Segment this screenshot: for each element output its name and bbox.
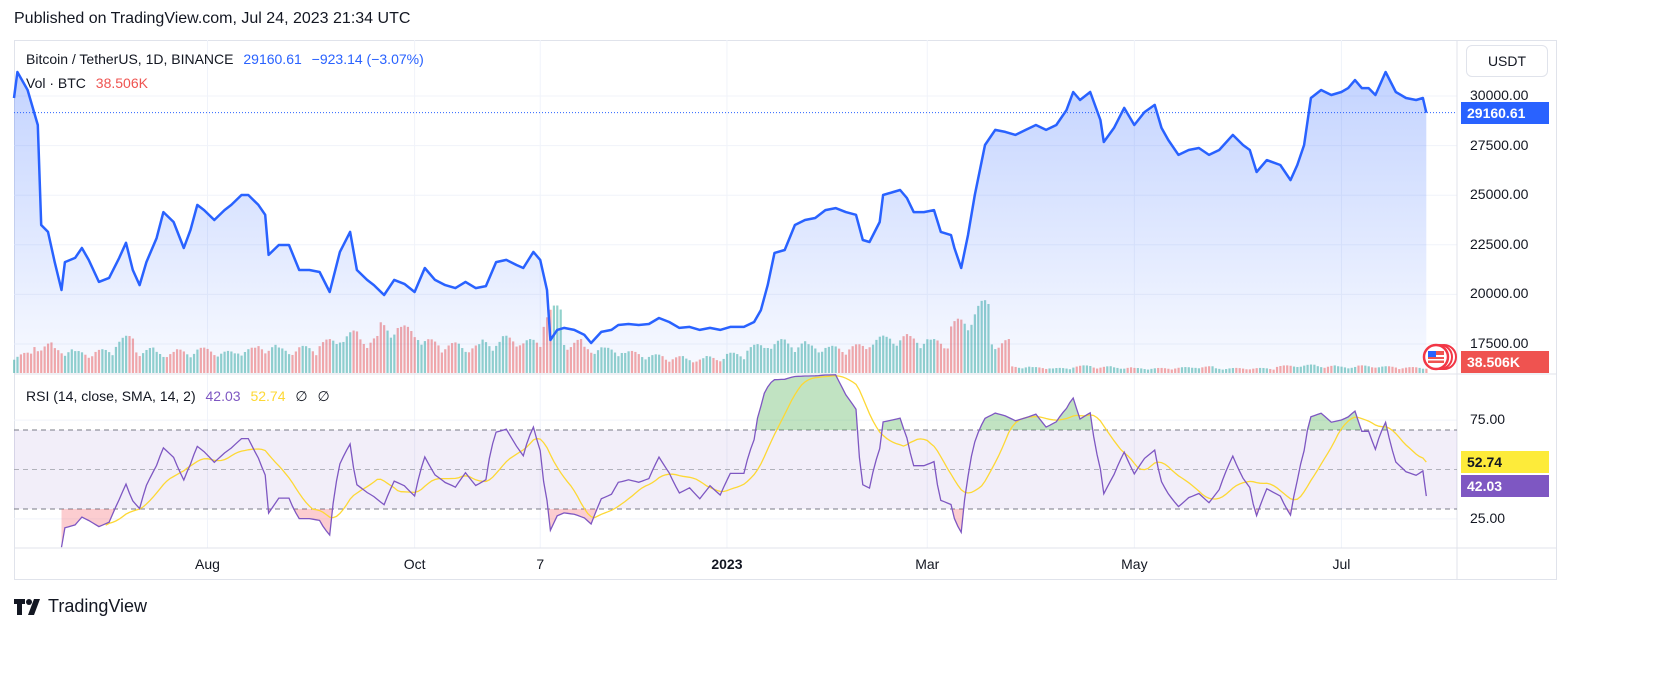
- rsi-sma-value: 52.74: [250, 388, 286, 404]
- volume-bar: [1425, 368, 1428, 373]
- rsi-line: [60, 374, 1427, 548]
- price-axis-label: 25000.00: [1470, 186, 1529, 203]
- volume-tag: 38.506K: [1461, 351, 1549, 373]
- price-axis-label: 20000.00: [1470, 285, 1529, 302]
- volume-legend[interactable]: Vol · BTC 38.506K: [26, 75, 154, 91]
- last-price-value: 29160.61: [243, 51, 302, 67]
- price-axis-label: 27500.00: [1470, 136, 1529, 153]
- rsi-axis-label: 25.00: [1470, 509, 1506, 526]
- price-axis-label: 17500.00: [1470, 335, 1529, 351]
- time-axis-label: 7: [536, 556, 545, 572]
- rsi-extra-1: ∅: [295, 388, 308, 404]
- symbol-title: Bitcoin / TetherUS, 1D, BINANCE: [26, 51, 234, 67]
- tradingview-logo-icon: [14, 598, 40, 615]
- price-axis-label: 22500.00: [1470, 235, 1529, 252]
- time-axis-label: Aug: [195, 556, 220, 572]
- brand-name: TradingView: [48, 596, 148, 616]
- time-axis-label: May: [1121, 556, 1148, 572]
- tradingview-logo[interactable]: TradingView: [14, 596, 147, 617]
- rsi-sma-line: [105, 375, 1427, 526]
- price-area-fill: [14, 72, 1427, 373]
- volume-value: 38.506K: [95, 75, 148, 91]
- rsi-title: RSI (14, close, SMA, 14, 2): [26, 388, 196, 404]
- rsi-value: 42.03: [205, 388, 241, 404]
- price-axis-label: 30000.00: [1470, 87, 1529, 103]
- main-series-legend[interactable]: Bitcoin / TetherUS, 1D, BINANCE 29160.61…: [26, 51, 430, 67]
- rsi-axis-label: 75.00: [1470, 411, 1506, 428]
- volume-title: Vol · BTC: [26, 75, 86, 91]
- time-axis-label: Jul: [1332, 556, 1351, 572]
- last-price-tag: 29160.61: [1461, 102, 1549, 124]
- rsi-legend[interactable]: RSI (14, close, SMA, 14, 2) 42.03 52.74 …: [26, 388, 336, 405]
- time-axis-label: 2023: [711, 556, 743, 572]
- price-line: [12, 70, 1428, 345]
- price-change-value: −923.14 (−3.07%): [311, 51, 424, 67]
- time-axis-label: Mar: [915, 556, 940, 572]
- rsi-extra-2: ∅: [317, 388, 330, 404]
- currency-button[interactable]: USDT: [1466, 45, 1548, 77]
- rsi-sma-tag: 52.74: [1461, 451, 1549, 473]
- published-header: Published on TradingView.com, Jul 24, 20…: [14, 10, 411, 27]
- rsi-tag: 42.03: [1461, 475, 1549, 497]
- time-axis-label: Oct: [403, 556, 426, 572]
- economic-events-flag-icon[interactable]: [1422, 343, 1457, 371]
